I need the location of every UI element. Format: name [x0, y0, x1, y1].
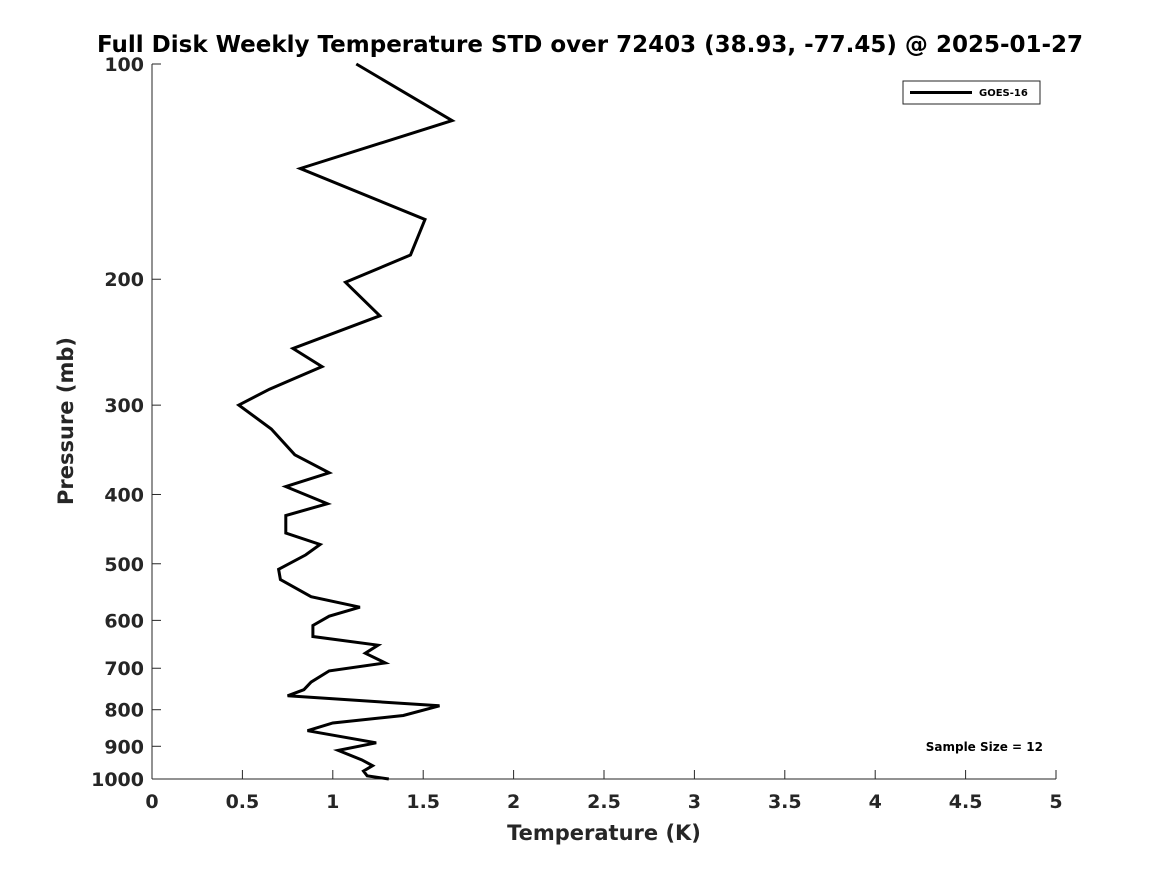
x-tick-label: 4.5	[949, 791, 983, 813]
y-axis-label: Pressure (mb)	[54, 337, 78, 505]
y-tick-label: 1000	[91, 769, 144, 791]
y-tick-label: 500	[104, 554, 144, 576]
y-tick-label: 100	[104, 54, 144, 76]
x-tick-label: 1	[326, 791, 339, 813]
x-tick-label: 1.5	[406, 791, 440, 813]
y-tick-label: 700	[104, 658, 144, 680]
series-line-goes-16	[235, 62, 456, 781]
sample-size-annotation: Sample Size = 12	[926, 740, 1043, 754]
x-tick-label: 3	[688, 791, 701, 813]
axes	[151, 64, 1056, 780]
x-axis-label: Temperature (K)	[507, 821, 701, 845]
y-tick-label: 800	[104, 700, 144, 722]
legend-label: GOES-16	[979, 88, 1028, 99]
y-ticks: 100 200 300 400 500 600 700 800 900 1000	[91, 54, 161, 791]
y-tick-label: 400	[104, 484, 144, 506]
chart-title: Full Disk Weekly Temperature STD over 72…	[97, 32, 1083, 58]
y-tick-label: 900	[104, 736, 144, 758]
y-tick-label: 200	[104, 269, 144, 291]
x-tick-label: 4	[869, 791, 882, 813]
x-tick-label: 0	[145, 791, 158, 813]
x-tick-label: 3.5	[768, 791, 802, 813]
x-tick-label: 2.5	[587, 791, 621, 813]
x-ticks: 0 0.5 1 1.5 2 2.5 3 3.5 4 4.5 5	[145, 770, 1063, 813]
series-group	[235, 62, 456, 781]
x-tick-label: 0.5	[226, 791, 260, 813]
y-tick-label: 600	[104, 610, 144, 632]
x-tick-label: 5	[1049, 791, 1062, 813]
y-tick-label: 300	[104, 395, 144, 417]
legend: GOES-16	[902, 80, 1041, 105]
x-tick-label: 2	[507, 791, 520, 813]
